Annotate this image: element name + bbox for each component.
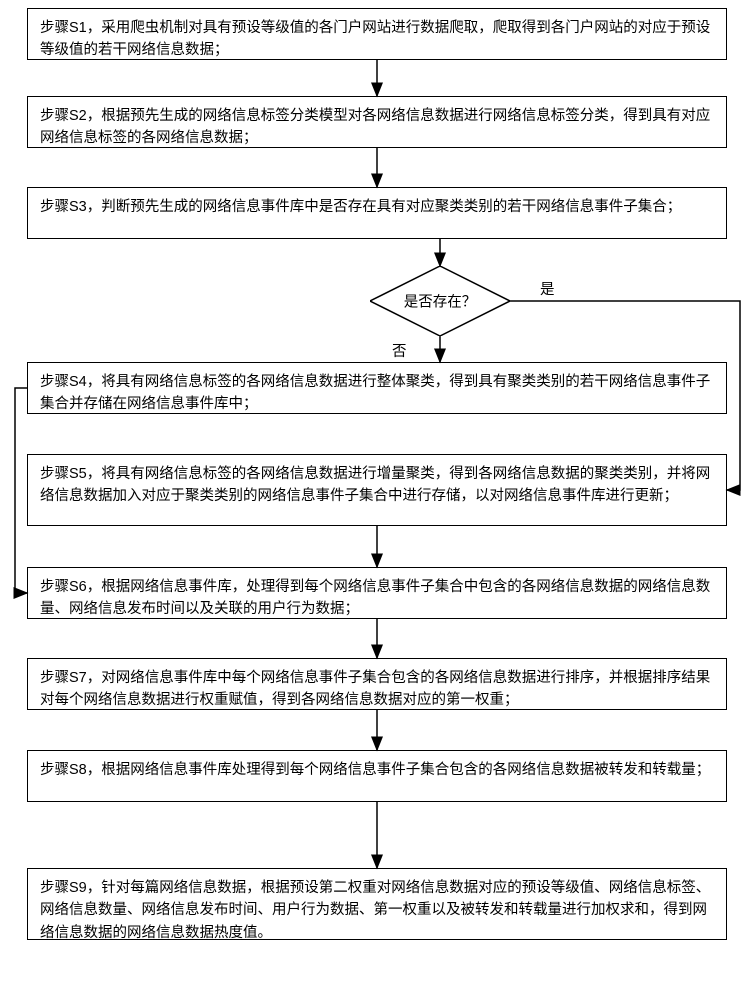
flow-arrows xyxy=(0,0,751,1000)
